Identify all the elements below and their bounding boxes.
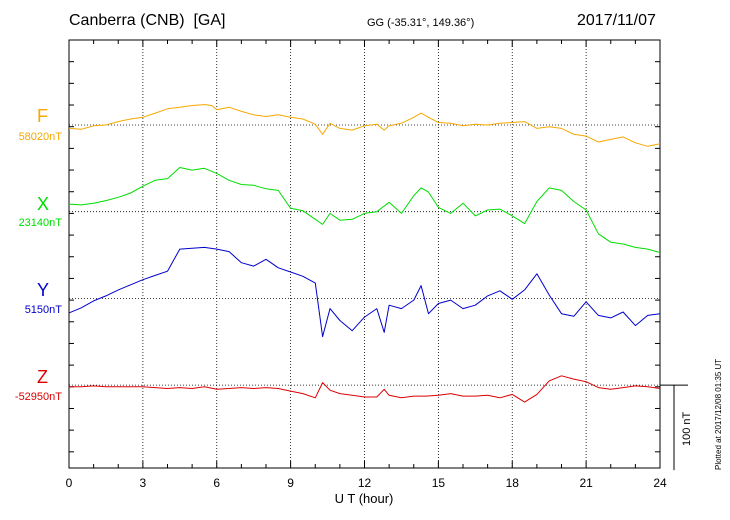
series-line-Z bbox=[69, 375, 661, 403]
plotted-at-note: Plotted at 2017/12/08 01:35 UT bbox=[714, 358, 723, 470]
series-label-Z: Z bbox=[37, 367, 48, 387]
axis-ticks bbox=[68, 39, 661, 468]
scale-bar bbox=[660, 384, 688, 471]
x-tick-label: 18 bbox=[506, 476, 520, 490]
x-tick-label: 3 bbox=[140, 476, 147, 490]
series-baseline-F: 58020nT bbox=[18, 131, 62, 143]
date-label: 2017/11/07 bbox=[577, 12, 656, 29]
x-tick-label: 6 bbox=[213, 476, 220, 490]
series-line-F bbox=[68, 104, 661, 147]
series-baseline-X: 23140nT bbox=[18, 217, 62, 229]
x-axis-label: U T (hour) bbox=[335, 491, 394, 506]
series-line-X bbox=[68, 167, 661, 253]
series-label-X: X bbox=[37, 194, 50, 214]
x-tick-labels: 0 3 6 9 12 15 18 21 24 bbox=[66, 476, 667, 490]
series-baseline-Y: 5150nT bbox=[24, 304, 62, 316]
x-tick-label: 12 bbox=[358, 476, 372, 490]
scale-bar-label: 100 nT bbox=[681, 411, 693, 446]
grid-lines bbox=[69, 40, 660, 468]
data-series bbox=[68, 104, 661, 403]
series-line-Y bbox=[68, 246, 661, 338]
x-tick-label: 15 bbox=[432, 476, 446, 490]
x-tick-label: 21 bbox=[579, 476, 593, 490]
series-baseline-Z: -52950nT bbox=[14, 391, 62, 403]
x-tick-label: 9 bbox=[287, 476, 294, 490]
coordinates-label: GG (-35.31°, 149.36°) bbox=[367, 17, 475, 29]
x-tick-label: 0 bbox=[66, 476, 73, 490]
x-tick-label: 24 bbox=[653, 476, 667, 490]
station-title: Canberra (CNB) [GA] bbox=[69, 12, 226, 29]
series-label-Y: Y bbox=[37, 280, 50, 300]
series-label-F: F bbox=[37, 106, 48, 126]
